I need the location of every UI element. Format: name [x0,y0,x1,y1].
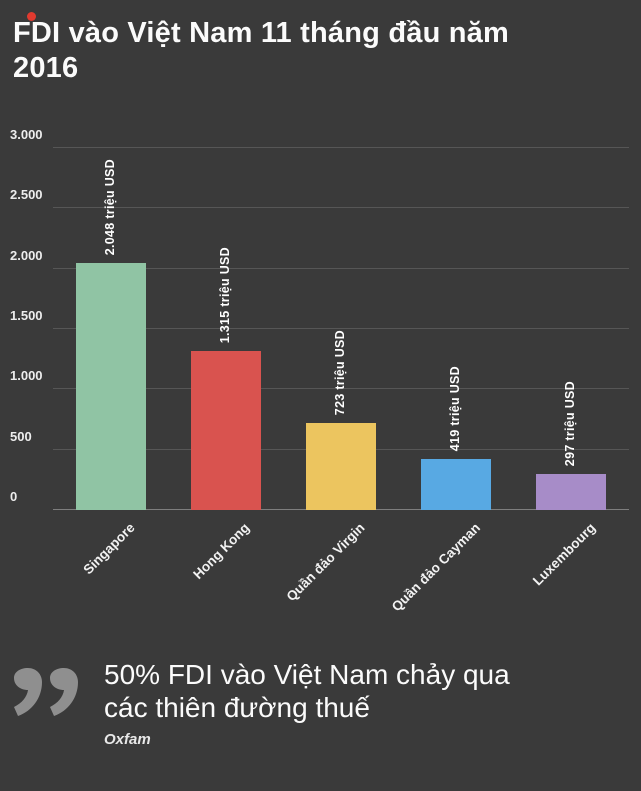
x-axis-labels: Singapore Hong Kong Quần đảo Virgin Quần đả… [53,510,629,636]
x-category-label: Hong Kong [190,520,253,583]
y-tick-label: 0 [10,489,18,504]
bar-luxembourg[interactable] [536,474,607,510]
gridline [53,328,629,329]
gridline [53,388,629,390]
y-tick-label: 2.000 [10,247,43,263]
x-category-label: Luxembourg [529,520,599,589]
bar-quan-dao-virgin[interactable] [306,422,376,510]
quote-block: 50% FDI vào Việt Nam chảy qua các thiên … [14,658,629,748]
bar-value-label: 2.048 triệu USD [102,158,117,255]
y-tick-label: 1.500 [10,308,43,323]
y-tick-label: 500 [10,428,32,444]
plot-area: 2.048 triệu USD 1.315 triệu USD 723 triệu … [53,147,629,510]
bar-chart: 0 500 1.000 1.500 2.000 2.500 3.000 2.048 triệ… [0,127,641,636]
bar-value-label: 419 triệu USD [448,366,463,452]
y-tick-label: 3.000 [10,127,43,142]
bar-singapore[interactable] [75,262,146,510]
bar-value-label: 723 triệu USD [333,329,347,415]
quote-icon [14,658,104,721]
x-category-label: Quần đảo Cayman [388,520,483,615]
gridline [53,147,629,148]
gridline [53,267,629,269]
y-tick-label: 2.500 [10,187,43,203]
quote-attribution: Oxfam [104,731,151,749]
bar-quan-dao-cayman[interactable] [421,459,492,510]
page-title: FDI vào Việt Nam 11 tháng đầu năm 2016 [13,17,509,84]
red-dot-icon [27,12,36,21]
bar-value-label: 297 triệu USD [563,380,578,467]
x-category-label: Singapore [79,520,138,578]
bar-value-label: 1.315 triệu USD [217,247,232,344]
quote-body: 50% FDI vào Việt Nam chảy qua các thiên … [104,658,629,748]
gridline [53,207,629,209]
x-category-label: Quần đảo Virgin [283,520,368,605]
bar-hong-kong[interactable] [190,351,261,510]
quote-text: 50% FDI vào Việt Nam chảy qua các thiên … [104,659,510,724]
y-axis: 0 500 1.000 1.500 2.000 2.500 3.000 [10,127,55,510]
y-tick-label: 1.000 [10,368,43,384]
